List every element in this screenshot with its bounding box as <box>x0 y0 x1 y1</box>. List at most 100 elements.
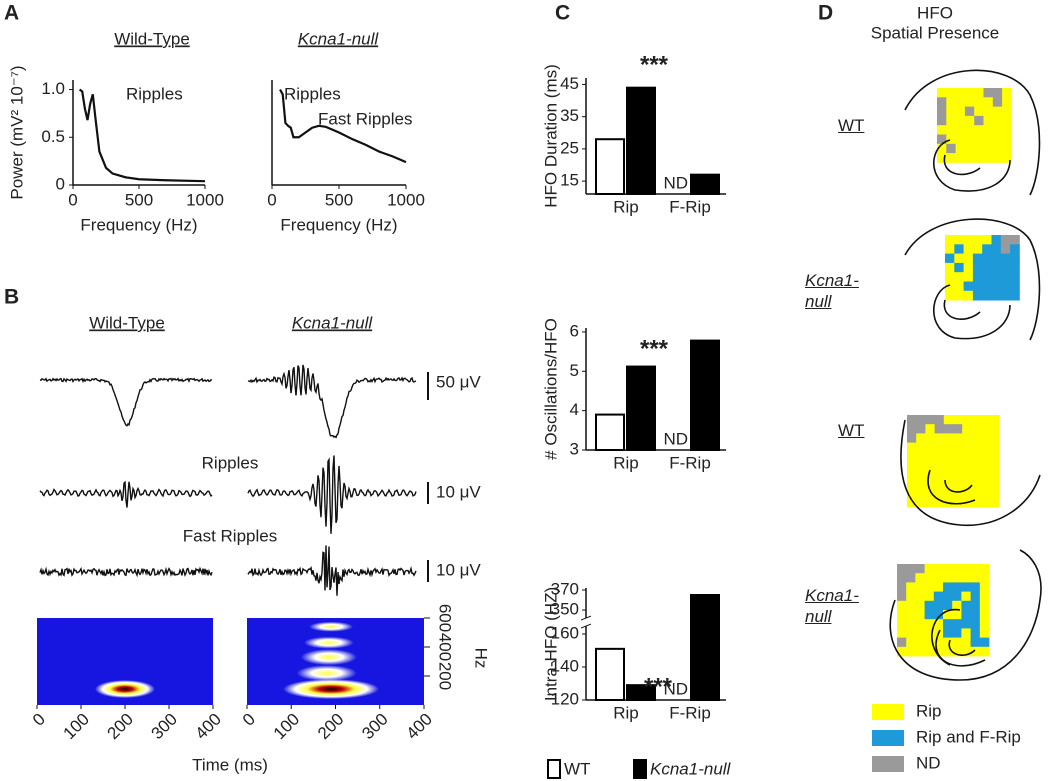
region-cell <box>925 424 935 434</box>
region-cell <box>992 143 1003 154</box>
region-cell <box>916 415 926 425</box>
region-cell <box>933 591 944 602</box>
region-cell <box>897 600 907 611</box>
region-cell <box>954 262 964 273</box>
region-cell <box>972 281 983 292</box>
y-axis-label: # Oscillations/HFO <box>541 318 560 460</box>
region-cell <box>970 600 981 611</box>
y-tick-label: 600 <box>436 604 455 632</box>
region-cell <box>971 470 981 480</box>
region-cell <box>963 244 974 254</box>
region-cell <box>953 461 963 471</box>
region-cell <box>933 564 944 574</box>
region-cell <box>916 461 926 471</box>
region-cell <box>937 143 947 154</box>
bar <box>626 365 656 452</box>
region-cell <box>915 646 925 657</box>
region-cell <box>982 290 992 301</box>
x-tick-label: 0 <box>267 190 276 209</box>
annotation: ND <box>663 679 688 698</box>
region-cell <box>974 143 984 154</box>
bar <box>595 647 625 701</box>
region-cell <box>934 479 945 489</box>
region-cell <box>962 415 972 425</box>
region-cell <box>1010 290 1020 301</box>
region-cell <box>925 497 935 508</box>
region-cell <box>933 582 944 592</box>
region-cell <box>961 591 971 602</box>
axis-break <box>580 615 592 621</box>
region-cell <box>955 143 966 154</box>
region-cell <box>924 619 935 629</box>
region-cell <box>980 433 991 443</box>
spectral-blob <box>300 649 357 666</box>
legend-label: Rip <box>916 701 942 720</box>
region-cell <box>943 433 954 443</box>
region-cell <box>934 442 945 453</box>
annotation: Ripples <box>284 84 341 103</box>
region-cell <box>979 591 990 602</box>
region-cell <box>946 115 956 126</box>
panel-title: HFO <box>917 3 953 22</box>
region-cell <box>980 424 991 434</box>
x-tick-label: F-Rip <box>669 453 711 472</box>
region-cell <box>915 610 925 620</box>
region-cell <box>974 134 984 145</box>
region-cell <box>979 628 990 638</box>
panel-label: A <box>4 2 19 25</box>
region-cell <box>952 591 962 602</box>
region-cell <box>934 497 945 508</box>
region-cell <box>897 582 907 592</box>
region-cell <box>974 88 984 98</box>
region-cell <box>1010 272 1020 282</box>
region-cell <box>906 610 916 620</box>
region-cell <box>972 272 983 282</box>
region-cell <box>943 628 953 638</box>
region-cell <box>962 488 972 499</box>
bar <box>595 413 625 452</box>
y-axis-label: Power (mV² 10⁻⁷) <box>7 65 26 199</box>
region-cell <box>971 461 981 471</box>
region-cell <box>979 600 990 611</box>
region-cell <box>980 442 991 453</box>
region-cell <box>897 564 907 574</box>
region-cell <box>970 610 981 620</box>
region-cell <box>963 235 974 245</box>
region-cell <box>907 442 917 453</box>
region-cell <box>983 106 994 117</box>
trace <box>247 364 417 439</box>
trace <box>39 377 213 427</box>
region-cell <box>945 262 955 273</box>
region-cell <box>916 479 926 489</box>
y-tick-label: 400 <box>436 633 455 661</box>
spectral-blob <box>309 621 354 632</box>
region-cell <box>974 153 984 163</box>
region-cell <box>962 424 972 434</box>
x-tick-label: 0 <box>68 190 77 209</box>
region-cell <box>952 619 962 629</box>
panel-label: B <box>4 286 19 309</box>
region-cell <box>991 253 1002 264</box>
region-cell <box>924 637 935 648</box>
region-cell <box>989 433 1000 443</box>
region-cell <box>964 134 975 145</box>
legend-label: ND <box>916 753 941 772</box>
region-cell <box>961 600 971 611</box>
region-cell <box>954 281 964 292</box>
region-cell <box>992 88 1003 98</box>
region-cell <box>989 451 1000 462</box>
region-cell <box>1000 235 1011 245</box>
region-cell <box>964 106 975 117</box>
region-cell <box>1010 244 1020 254</box>
region-cell <box>989 470 1000 480</box>
region-cell <box>937 125 947 135</box>
trace <box>39 480 213 508</box>
region-cell <box>964 143 975 154</box>
region-cell <box>963 272 974 282</box>
region-cell <box>946 125 956 135</box>
region-cell <box>953 488 963 499</box>
region-cell <box>943 479 954 489</box>
region-cell <box>991 281 1002 292</box>
region-cell <box>1002 134 1012 145</box>
x-tick-label: 1000 <box>387 190 425 209</box>
